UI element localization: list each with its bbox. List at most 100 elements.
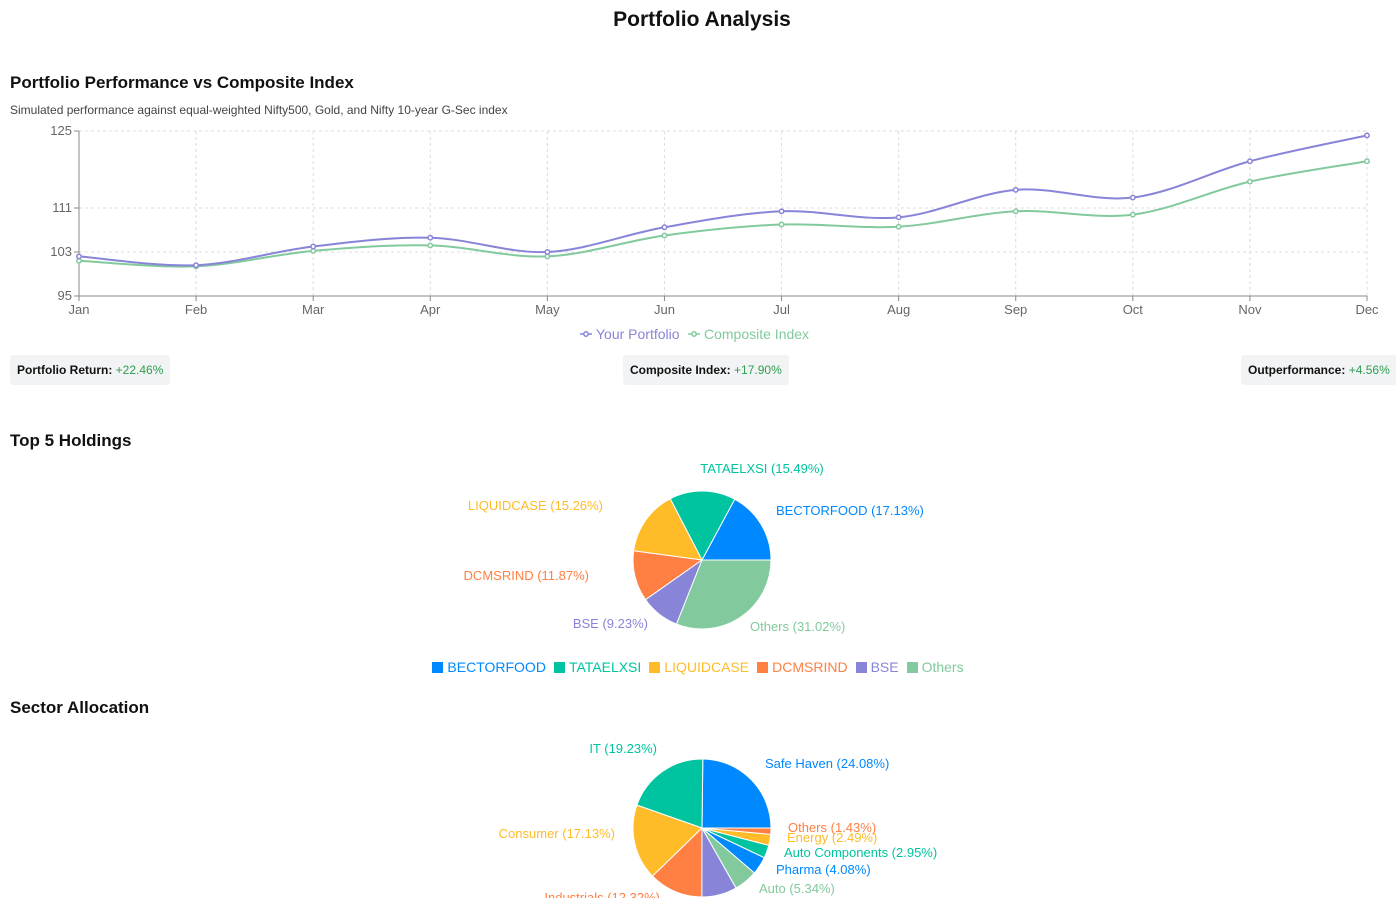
- slice-label: Others (1.43%): [788, 820, 876, 835]
- pie-slice: [701, 498, 772, 561]
- slice-label: DCMSRIND (11.87%): [464, 568, 589, 583]
- data-point: [1246, 178, 1253, 185]
- holdings-legend: BECTORFOOD TATAELXSI LIQUIDCASE DCMSRIND BSE…: [0, 659, 1396, 675]
- data-point: [1129, 211, 1136, 218]
- legend-item: Others: [906, 659, 964, 675]
- series-line: [78, 160, 1368, 268]
- pie-slice: [669, 490, 736, 562]
- y-tick-label: 111: [52, 200, 72, 215]
- performance-subtitle: Simulated performance against equal-weig…: [10, 103, 508, 117]
- pie-slice: [701, 827, 772, 835]
- slice-label: Energy (2.49%): [787, 830, 877, 845]
- portfolio-return-stat: Portfolio Return: +22.46%: [10, 355, 171, 385]
- x-tick-label: Jun: [654, 302, 675, 317]
- performance-line-chart: 95 103 111 125 Jan Feb Mar Apr May Jun Jul Aug Sep Oc…: [50, 123, 1379, 342]
- outperformance-label: Outperformance:: [1248, 363, 1346, 377]
- x-tick-label: Jul: [773, 302, 790, 317]
- legend-label: Your Portfolio: [596, 326, 680, 342]
- y-tick-label: 95: [58, 288, 72, 303]
- y-tick-label: 103: [50, 244, 72, 259]
- pie-slice: [675, 559, 772, 630]
- legend-label: LIQUIDCASE: [664, 659, 750, 675]
- legend-swatch: [553, 662, 565, 673]
- slice-label: Others (31.02%): [750, 619, 845, 634]
- slice-label: Auto Components (2.95%): [784, 845, 937, 860]
- data-point: [661, 232, 668, 239]
- data-point: [895, 223, 902, 230]
- legend-item: BECTORFOOD: [432, 659, 546, 675]
- data-point: [1012, 186, 1019, 193]
- legend-label: TATAELXSI: [568, 659, 642, 675]
- x-tick-label: Apr: [420, 302, 441, 317]
- legend-item: BSE: [855, 659, 899, 675]
- legend-swatch: [855, 662, 867, 673]
- legend-swatch: [757, 662, 769, 673]
- x-tick-label: Oct: [1123, 302, 1144, 317]
- legend-label: Others: [921, 659, 964, 675]
- x-tick-label: Jan: [69, 302, 90, 317]
- data-point: [895, 214, 902, 221]
- slice-label: BECTORFOOD (17.13%): [776, 503, 924, 518]
- series-line: [78, 134, 1368, 267]
- x-tick-label: Mar: [302, 302, 325, 317]
- page-title: Portfolio Analysis: [613, 8, 791, 31]
- legend-marker: [691, 331, 697, 337]
- data-point: [1364, 158, 1370, 165]
- data-point: [427, 234, 434, 241]
- legend-item: DCMSRIND: [757, 659, 848, 675]
- x-tick-label: Sep: [1004, 302, 1027, 317]
- slice-label: Consumer (17.13%): [499, 826, 615, 841]
- composite-index-label: Composite Index:: [630, 363, 731, 377]
- legend-swatch: [906, 662, 918, 673]
- sector-title: Sector Allocation: [10, 698, 150, 717]
- portfolio-return-value: +22.46%: [115, 363, 164, 377]
- data-point: [1129, 194, 1136, 201]
- y-tick-label: 125: [50, 123, 72, 138]
- data-point: [778, 221, 785, 228]
- slice-label: Pharma (4.08%): [776, 862, 871, 877]
- outperformance-stat: Outperformance: +4.56%: [1241, 355, 1396, 385]
- outperformance-value: +4.56%: [1348, 363, 1390, 377]
- composite-index-value: +17.90%: [734, 363, 782, 377]
- data-point: [76, 253, 82, 260]
- legend-label: BSE: [870, 659, 899, 675]
- legend-swatch: [649, 662, 661, 673]
- x-tick-label: Dec: [1355, 302, 1379, 317]
- line-legend: Your Portfolio Composite Index: [580, 326, 809, 342]
- slice-label: LIQUIDCASE (15.26%): [468, 498, 603, 513]
- data-point: [1246, 158, 1253, 165]
- pie-slice: [701, 758, 772, 829]
- slice-label: TATAELXSI (15.49%): [700, 461, 824, 476]
- data-point: [193, 262, 200, 269]
- slice-label: Auto (5.34%): [759, 881, 835, 896]
- x-tick-label: Feb: [185, 302, 207, 317]
- legend-swatch: [432, 662, 444, 673]
- legend-label: DCMSRIND: [772, 659, 848, 675]
- pie-slice: [632, 804, 703, 877]
- legend-marker: [583, 331, 589, 337]
- data-point: [544, 249, 551, 255]
- data-point: [661, 224, 668, 231]
- legend-label: Composite Index: [704, 326, 809, 342]
- legend-item: LIQUIDCASE: [649, 659, 749, 675]
- legend-label: BECTORFOOD: [447, 659, 546, 675]
- slice-label: BSE (9.23%): [573, 616, 648, 631]
- portfolio-return-label: Portfolio Return:: [17, 363, 113, 377]
- slice-label: Industrials (12.32%): [544, 890, 660, 898]
- pie-slice: [633, 498, 703, 561]
- data-point: [310, 243, 317, 250]
- data-point: [1364, 132, 1370, 139]
- holdings-title: Top 5 Holdings: [10, 431, 132, 450]
- data-point: [1012, 208, 1019, 215]
- x-tick-label: Nov: [1238, 302, 1262, 317]
- data-point: [427, 242, 434, 249]
- legend-item: TATAELXSI: [553, 659, 642, 675]
- data-point: [778, 208, 785, 215]
- slice-label: IT (19.23%): [589, 741, 657, 756]
- composite-index-stat: Composite Index: +17.90%: [623, 355, 789, 385]
- performance-title: Portfolio Performance vs Composite Index: [10, 73, 354, 92]
- x-tick-label: Aug: [887, 302, 910, 317]
- slice-label: Safe Haven (24.08%): [765, 756, 889, 771]
